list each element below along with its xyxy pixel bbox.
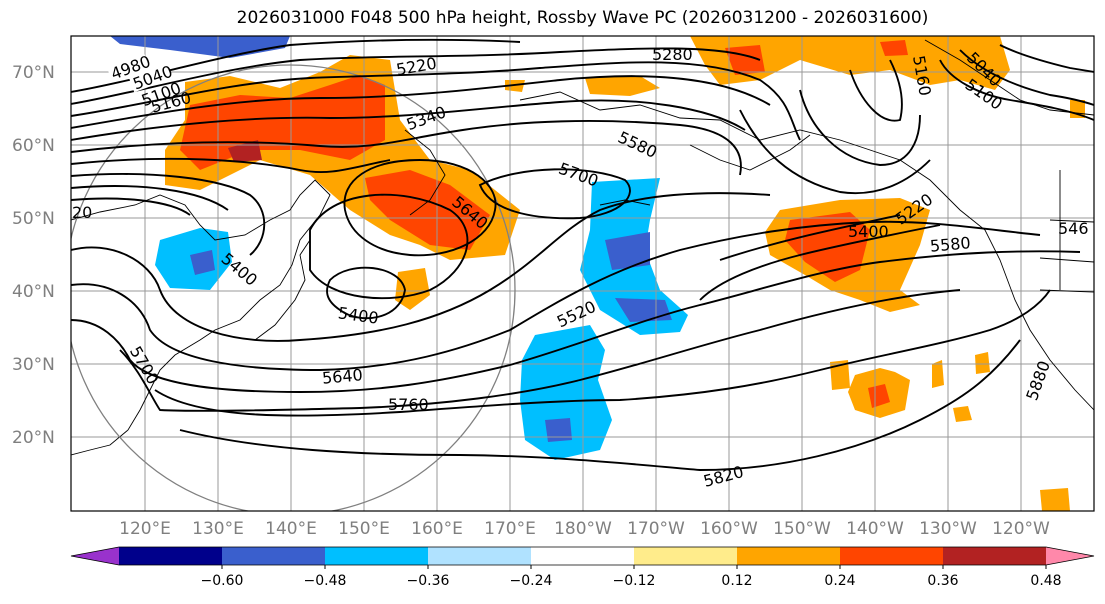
lat-label: 50°N bbox=[12, 209, 55, 229]
positive-anomaly-area bbox=[585, 76, 660, 96]
lon-label: 170°W bbox=[627, 519, 685, 539]
colorbar-tick-label: −0.24 bbox=[510, 573, 553, 589]
negative-anomaly-area bbox=[520, 325, 612, 460]
positive-anomaly-area bbox=[830, 360, 850, 390]
colorbar-tick-label: −0.12 bbox=[613, 573, 656, 589]
lon-label: 170°E bbox=[484, 519, 536, 539]
anomaly-shading bbox=[110, 36, 1085, 511]
positive-anomaly-area bbox=[690, 36, 1010, 90]
lat-label: 60°N bbox=[12, 136, 55, 156]
contour-label: 5760 bbox=[388, 395, 429, 414]
contour-label: 5580 bbox=[929, 233, 971, 255]
lat-label: 30°N bbox=[12, 355, 55, 375]
positive-anomaly-area bbox=[395, 268, 430, 310]
colorbar-ticks: −0.60 −0.48 −0.36 −0.24 −0.12 0.12 0.24 0.36 0.4… bbox=[201, 565, 1062, 589]
strong-negative-anomaly bbox=[605, 232, 650, 270]
lon-label: 130°W bbox=[919, 519, 977, 539]
contour-label: 546 bbox=[1058, 219, 1089, 238]
colorbar-tick-label: 0.36 bbox=[927, 573, 958, 589]
reference-circle bbox=[71, 64, 516, 511]
colorbar-tick-label: 0.12 bbox=[721, 573, 752, 589]
colorbar-segment bbox=[943, 547, 1047, 565]
contour-label: 20 bbox=[72, 203, 92, 222]
strong-positive-anomaly bbox=[880, 40, 908, 56]
colorbar-segment bbox=[325, 547, 429, 565]
colorbar-segment bbox=[428, 547, 532, 565]
colorbar-tick-label: −0.48 bbox=[304, 573, 347, 589]
strong-negative-anomaly bbox=[615, 298, 672, 322]
colorbar-max-extension bbox=[1046, 547, 1094, 565]
lon-label: 150°E bbox=[338, 519, 390, 539]
contour-label: 5640 bbox=[321, 365, 363, 387]
colorbar-tick-label: 0.24 bbox=[824, 573, 855, 589]
strong-negative-anomaly bbox=[190, 250, 215, 275]
lon-label: 160°W bbox=[700, 519, 758, 539]
longitude-labels: 120°E 130°E 140°E 150°E 160°E 170°E 180°… bbox=[119, 519, 1050, 539]
coastlines bbox=[71, 39, 1094, 456]
contour-label: 5400 bbox=[848, 222, 889, 241]
lon-label: 120°W bbox=[992, 519, 1050, 539]
lon-label: 140°E bbox=[265, 519, 317, 539]
colorbar-segment bbox=[119, 547, 223, 565]
lon-label: 140°W bbox=[846, 519, 904, 539]
lon-label: 180°W bbox=[554, 519, 612, 539]
lon-label: 150°W bbox=[773, 519, 831, 539]
colorbar-segment bbox=[737, 547, 841, 565]
map-frame bbox=[70, 35, 1095, 512]
contour-label: 5280 bbox=[652, 45, 693, 64]
colorbar-tick-label: 0.48 bbox=[1030, 573, 1061, 589]
colorbar-segment bbox=[840, 547, 944, 565]
lon-label: 130°E bbox=[192, 519, 244, 539]
positive-anomaly-area bbox=[953, 406, 972, 422]
lon-label: 160°E bbox=[411, 519, 463, 539]
colorbar-outline bbox=[70, 546, 1095, 566]
strong-negative-anomaly bbox=[545, 418, 572, 442]
positive-anomaly-area bbox=[1040, 488, 1070, 511]
lat-label: 70°N bbox=[12, 63, 55, 83]
height-contours bbox=[71, 38, 1094, 471]
map-title: 2026031000 F048 500 hPa height, Rossby W… bbox=[236, 8, 929, 28]
colorbar-segment bbox=[222, 547, 326, 565]
positive-anomaly-area bbox=[932, 360, 944, 388]
latitude-labels: 70°N 60°N 50°N 40°N 30°N 20°N bbox=[12, 63, 55, 448]
lat-label: 40°N bbox=[12, 282, 55, 302]
colorbar: −0.60 −0.48 −0.36 −0.24 −0.12 0.12 0.24 0.36 0.4… bbox=[70, 546, 1095, 589]
positive-anomaly-area bbox=[975, 352, 990, 374]
colorbar-segments bbox=[70, 546, 1095, 566]
colorbar-tick-label: −0.60 bbox=[201, 573, 244, 589]
colorbar-tick-label: −0.36 bbox=[407, 573, 450, 589]
lat-label: 20°N bbox=[12, 428, 55, 448]
strong-positive-anomaly bbox=[785, 212, 870, 282]
strong-positive-anomaly bbox=[868, 384, 890, 408]
lon-label: 120°E bbox=[119, 519, 171, 539]
colorbar-segment bbox=[634, 547, 738, 565]
strong-positive-anomaly bbox=[365, 170, 490, 250]
colorbar-segment bbox=[531, 547, 635, 565]
colorbar-min-extension bbox=[71, 547, 119, 565]
